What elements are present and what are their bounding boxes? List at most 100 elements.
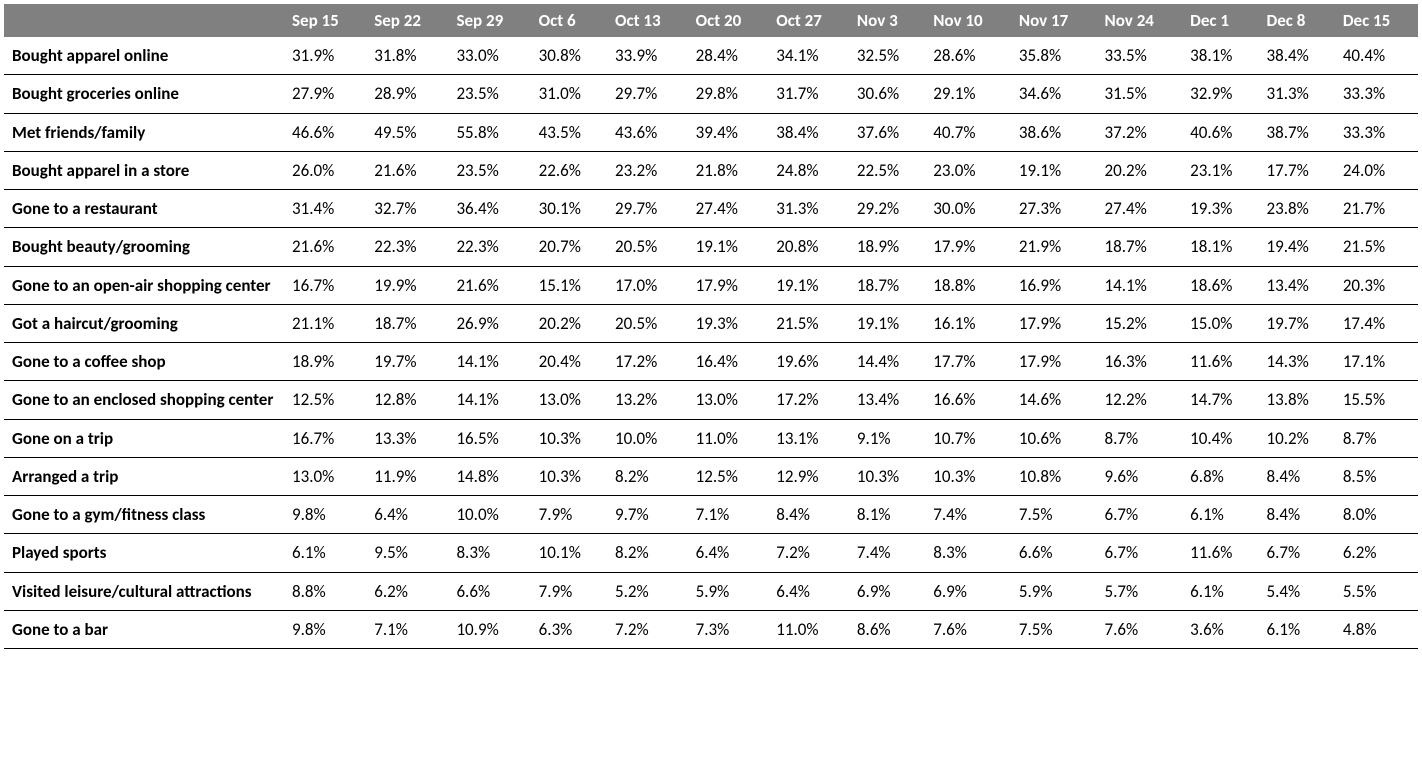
cell-value: 38.1%: [1182, 37, 1258, 75]
cell-value: 31.4%: [284, 190, 366, 228]
cell-value: 7.4%: [849, 534, 925, 572]
cell-value: 19.6%: [768, 343, 849, 381]
cell-value: 17.2%: [607, 343, 688, 381]
cell-value: 37.2%: [1097, 113, 1183, 151]
cell-value: 18.9%: [849, 228, 925, 266]
cell-value: 34.6%: [1011, 75, 1097, 113]
cell-value: 28.4%: [688, 37, 769, 75]
table-row: Gone to a gym/fitness class9.8%6.4%10.0%…: [4, 496, 1418, 534]
cell-value: 8.2%: [607, 457, 688, 495]
cell-value: 4.8%: [1335, 610, 1418, 648]
table-row: Bought beauty/grooming21.6%22.3%22.3%20.…: [4, 228, 1418, 266]
row-label: Arranged a trip: [4, 457, 284, 495]
table-row: Played sports6.1%9.5%8.3%10.1%8.2%6.4%7.…: [4, 534, 1418, 572]
cell-value: 10.3%: [531, 457, 607, 495]
cell-value: 9.5%: [366, 534, 448, 572]
header-col-5: Oct 13: [607, 4, 688, 37]
cell-value: 8.5%: [1335, 457, 1418, 495]
activities-table: Sep 15 Sep 22 Sep 29 Oct 6 Oct 13 Oct 20…: [4, 4, 1418, 649]
cell-value: 6.8%: [1182, 457, 1258, 495]
cell-value: 7.9%: [531, 572, 607, 610]
row-label: Gone to an open-air shopping center: [4, 266, 284, 304]
cell-value: 6.1%: [1182, 496, 1258, 534]
cell-value: 12.5%: [284, 381, 366, 419]
cell-value: 6.2%: [1335, 534, 1418, 572]
cell-value: 21.8%: [688, 151, 769, 189]
cell-value: 6.1%: [1182, 572, 1258, 610]
cell-value: 29.7%: [607, 75, 688, 113]
cell-value: 32.7%: [366, 190, 448, 228]
cell-value: 13.3%: [366, 419, 448, 457]
cell-value: 31.3%: [768, 190, 849, 228]
cell-value: 16.1%: [925, 304, 1011, 342]
cell-value: 10.8%: [1011, 457, 1097, 495]
cell-value: 35.8%: [1011, 37, 1097, 75]
cell-value: 23.8%: [1258, 190, 1334, 228]
cell-value: 55.8%: [448, 113, 530, 151]
cell-value: 20.2%: [531, 304, 607, 342]
cell-value: 9.1%: [849, 419, 925, 457]
cell-value: 10.4%: [1182, 419, 1258, 457]
row-label: Gone to a bar: [4, 610, 284, 648]
cell-value: 39.4%: [688, 113, 769, 151]
row-label: Bought apparel in a store: [4, 151, 284, 189]
cell-value: 5.4%: [1258, 572, 1334, 610]
table-row: Gone to a bar9.8%7.1%10.9%6.3%7.2%7.3%11…: [4, 610, 1418, 648]
table-row: Gone to a restaurant31.4%32.7%36.4%30.1%…: [4, 190, 1418, 228]
cell-value: 31.8%: [366, 37, 448, 75]
cell-value: 19.1%: [688, 228, 769, 266]
header-col-4: Oct 6: [531, 4, 607, 37]
cell-value: 8.7%: [1097, 419, 1183, 457]
cell-value: 30.8%: [531, 37, 607, 75]
cell-value: 43.5%: [531, 113, 607, 151]
cell-value: 5.9%: [688, 572, 769, 610]
cell-value: 10.3%: [925, 457, 1011, 495]
cell-value: 16.5%: [448, 419, 530, 457]
cell-value: 19.9%: [366, 266, 448, 304]
cell-value: 30.1%: [531, 190, 607, 228]
cell-value: 40.4%: [1335, 37, 1418, 75]
cell-value: 15.1%: [531, 266, 607, 304]
cell-value: 27.3%: [1011, 190, 1097, 228]
cell-value: 14.1%: [1097, 266, 1183, 304]
cell-value: 29.8%: [688, 75, 769, 113]
cell-value: 20.5%: [607, 304, 688, 342]
cell-value: 28.9%: [366, 75, 448, 113]
header-col-11: Nov 24: [1097, 4, 1183, 37]
cell-value: 13.4%: [849, 381, 925, 419]
cell-value: 5.9%: [1011, 572, 1097, 610]
cell-value: 14.4%: [849, 343, 925, 381]
cell-value: 20.7%: [531, 228, 607, 266]
cell-value: 15.2%: [1097, 304, 1183, 342]
cell-value: 15.5%: [1335, 381, 1418, 419]
table-row: Gone to a coffee shop18.9%19.7%14.1%20.4…: [4, 343, 1418, 381]
cell-value: 13.0%: [284, 457, 366, 495]
cell-value: 16.7%: [284, 266, 366, 304]
cell-value: 16.7%: [284, 419, 366, 457]
cell-value: 8.4%: [768, 496, 849, 534]
cell-value: 8.7%: [1335, 419, 1418, 457]
cell-value: 6.1%: [284, 534, 366, 572]
cell-value: 28.6%: [925, 37, 1011, 75]
cell-value: 32.5%: [849, 37, 925, 75]
cell-value: 21.6%: [448, 266, 530, 304]
cell-value: 33.0%: [448, 37, 530, 75]
cell-value: 21.5%: [1335, 228, 1418, 266]
cell-value: 7.1%: [688, 496, 769, 534]
cell-value: 21.9%: [1011, 228, 1097, 266]
table-row: Got a haircut/grooming21.1%18.7%26.9%20.…: [4, 304, 1418, 342]
cell-value: 19.1%: [768, 266, 849, 304]
cell-value: 7.5%: [1011, 610, 1097, 648]
cell-value: 18.6%: [1182, 266, 1258, 304]
cell-value: 11.6%: [1182, 534, 1258, 572]
cell-value: 14.3%: [1258, 343, 1334, 381]
table-row: Visited leisure/cultural attractions8.8%…: [4, 572, 1418, 610]
cell-value: 8.8%: [284, 572, 366, 610]
header-col-12: Dec 1: [1182, 4, 1258, 37]
cell-value: 9.8%: [284, 610, 366, 648]
cell-value: 23.5%: [448, 75, 530, 113]
cell-value: 14.8%: [448, 457, 530, 495]
cell-value: 7.5%: [1011, 496, 1097, 534]
header-col-3: Sep 29: [448, 4, 530, 37]
cell-value: 8.3%: [925, 534, 1011, 572]
